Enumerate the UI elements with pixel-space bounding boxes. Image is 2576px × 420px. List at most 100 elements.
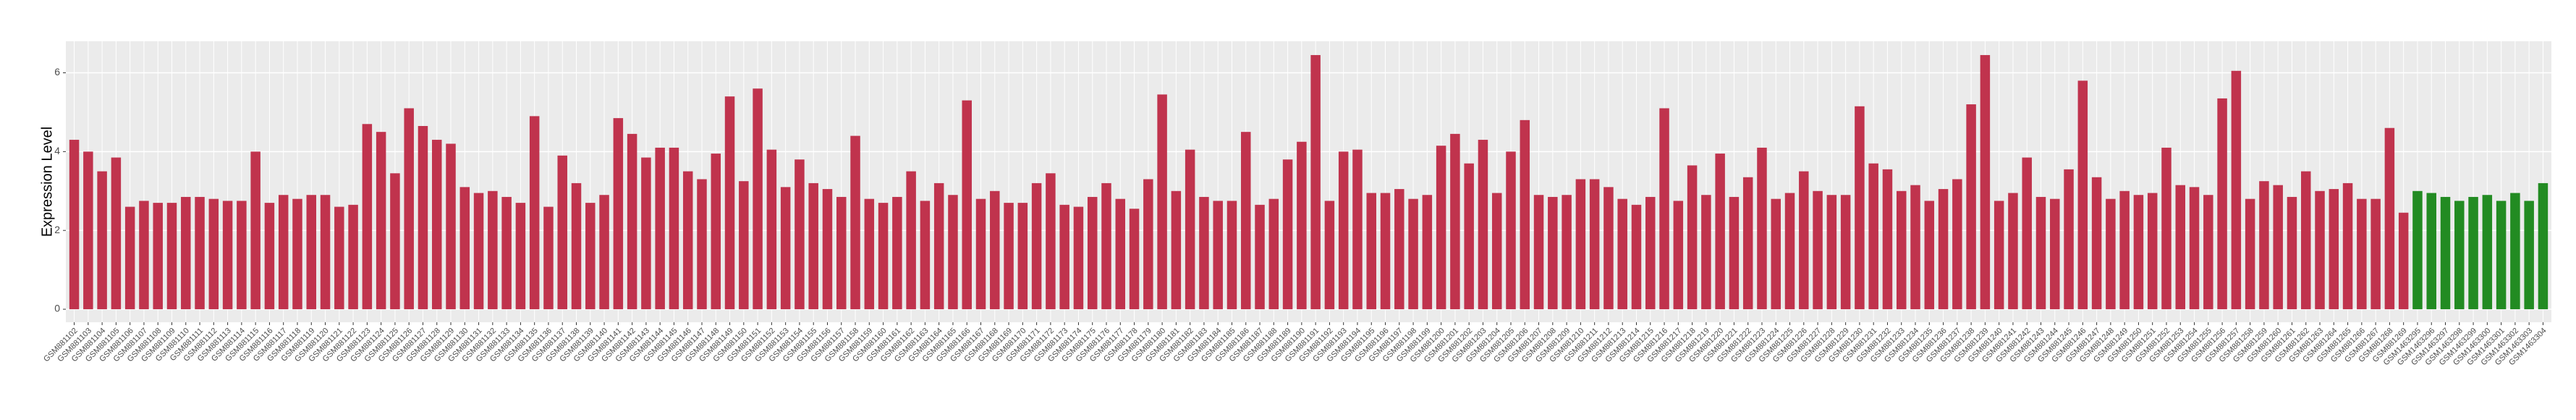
bar xyxy=(515,203,526,310)
bar xyxy=(208,198,219,310)
bar xyxy=(2370,198,2381,310)
bar xyxy=(2064,169,2074,310)
bar xyxy=(2315,190,2325,310)
y-tick-label: 2 xyxy=(54,224,60,235)
bar xyxy=(1464,163,1474,310)
y-axis-label: Expression Level xyxy=(39,127,55,237)
bar xyxy=(2538,182,2549,310)
bar xyxy=(920,201,931,310)
bar xyxy=(933,182,944,310)
bar xyxy=(83,151,93,310)
bar xyxy=(1338,151,1349,310)
bar xyxy=(1394,189,1404,310)
bar xyxy=(2357,198,2367,310)
bar xyxy=(1645,196,1656,310)
bar xyxy=(1896,190,1907,310)
bar xyxy=(488,190,498,310)
y-tick-label: 6 xyxy=(54,66,60,77)
bar xyxy=(292,198,302,310)
bar xyxy=(2342,182,2353,310)
bar xyxy=(962,100,972,310)
bar xyxy=(1004,203,1014,310)
bar xyxy=(1520,119,1530,310)
bar xyxy=(1548,196,1558,310)
bar xyxy=(418,125,428,310)
bar xyxy=(2106,198,2116,310)
bar xyxy=(166,203,177,310)
bar xyxy=(1729,196,1740,310)
bar xyxy=(2300,171,2311,310)
bar xyxy=(822,189,833,310)
bar xyxy=(1589,179,1600,310)
y-tick-label: 0 xyxy=(54,303,60,314)
bar xyxy=(1324,201,1335,310)
bar xyxy=(1799,171,1809,310)
bar xyxy=(69,140,80,310)
bar xyxy=(1966,104,1976,310)
bar xyxy=(1715,154,1725,310)
bar xyxy=(1115,198,1126,310)
bar xyxy=(780,187,791,310)
bar xyxy=(1910,185,1920,310)
bar xyxy=(2524,201,2534,310)
bar xyxy=(1073,206,1084,310)
bar xyxy=(1046,173,1056,310)
bar xyxy=(2412,190,2423,310)
bar xyxy=(739,181,749,310)
bar xyxy=(459,187,470,310)
bar xyxy=(2287,196,2297,310)
bar xyxy=(404,108,414,310)
bar xyxy=(111,157,122,310)
bar xyxy=(529,116,540,310)
bar xyxy=(627,133,637,310)
bar xyxy=(1352,149,1363,310)
bar xyxy=(334,206,344,310)
bar xyxy=(2468,196,2478,310)
bar xyxy=(195,196,205,310)
bar xyxy=(320,195,331,310)
bar xyxy=(1757,147,1767,310)
bar xyxy=(390,173,400,310)
bar xyxy=(1771,198,1781,310)
bar xyxy=(1199,196,1209,310)
bar xyxy=(1840,195,1851,310)
bar xyxy=(1310,55,1321,310)
bar xyxy=(557,155,567,310)
bar xyxy=(1268,198,1279,310)
bar xyxy=(795,159,805,310)
bar xyxy=(362,124,373,310)
bar xyxy=(1157,94,1167,310)
bar xyxy=(2175,185,2186,310)
bar xyxy=(1255,204,1265,310)
bar xyxy=(1882,169,1893,310)
bar xyxy=(766,149,777,310)
bar xyxy=(1241,132,1251,310)
bar xyxy=(1562,195,1572,310)
bar xyxy=(2035,196,2046,310)
bar xyxy=(2384,127,2395,310)
bar xyxy=(2454,201,2465,310)
bar xyxy=(2077,80,2088,310)
bar xyxy=(306,195,317,310)
bar xyxy=(1436,146,1446,310)
bar xyxy=(1575,179,1586,310)
bar xyxy=(446,143,456,310)
bar xyxy=(2008,193,2018,310)
bar xyxy=(139,201,149,310)
bar xyxy=(1659,108,1669,310)
bar xyxy=(2161,147,2172,310)
bar xyxy=(1506,151,1516,310)
bar xyxy=(585,203,596,310)
bar xyxy=(1101,182,1111,310)
bar xyxy=(2022,157,2032,310)
bar xyxy=(1813,190,1823,310)
bar xyxy=(124,206,135,310)
bar xyxy=(1185,149,1195,310)
bar xyxy=(2203,195,2213,310)
bar xyxy=(1938,189,1949,310)
bar xyxy=(892,196,902,310)
bar xyxy=(878,203,889,310)
bar xyxy=(864,198,875,310)
bar xyxy=(2259,181,2269,310)
bar xyxy=(1129,209,1140,310)
